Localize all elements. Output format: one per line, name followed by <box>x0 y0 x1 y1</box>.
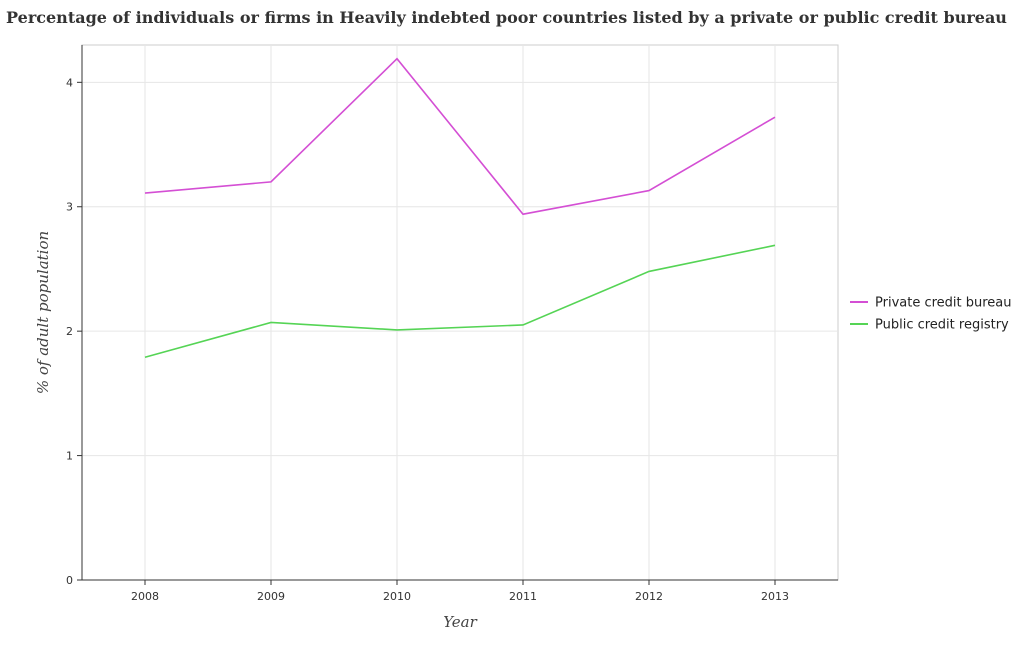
y-axis-title: % of adult population <box>34 231 52 394</box>
y-tick-label: 4 <box>66 76 73 89</box>
grid <box>82 45 838 580</box>
y-tick-label: 2 <box>66 325 73 338</box>
legend-label: Public credit registry <box>875 318 1009 333</box>
x-tick-label: 2008 <box>131 590 159 603</box>
y-tick-label: 3 <box>66 201 73 214</box>
y-tick-label: 1 <box>66 450 73 463</box>
y-tick-label: 0 <box>66 574 73 587</box>
x-tick-label: 2009 <box>257 590 285 603</box>
x-axis-title: Year <box>443 613 477 631</box>
legend: Private credit bureau Public credit regis… <box>850 296 1012 333</box>
x-tick-label: 2011 <box>509 590 537 603</box>
plot-area <box>82 45 838 580</box>
x-tick-label: 2013 <box>761 590 789 603</box>
legend-label: Private credit bureau <box>875 296 1012 311</box>
x-tick-label: 2010 <box>383 590 411 603</box>
x-tick-label: 2012 <box>635 590 663 603</box>
